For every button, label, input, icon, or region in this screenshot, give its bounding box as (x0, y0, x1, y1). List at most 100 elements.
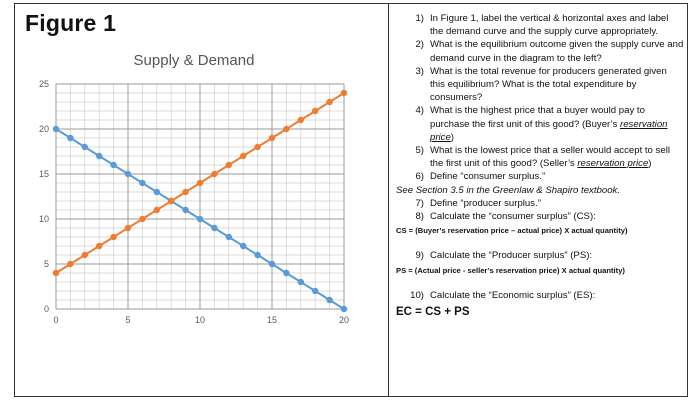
question-number: 5) (415, 145, 424, 157)
y-tick-label: 25 (39, 79, 49, 89)
x-tick-label: 20 (339, 315, 349, 325)
supply-demand-chart: 0 5 10 15 20 0 5 10 15 20 25 (39, 79, 349, 325)
question-list: 1) In Figure 1, label the vertical & hori… (396, 12, 684, 319)
series-point-0 (196, 215, 204, 223)
question-item: 4) What is the highest price that a buyer… (396, 104, 684, 144)
x-tick-label: 5 (125, 315, 130, 325)
series-point-1 (240, 152, 247, 160)
series-point-1 (52, 269, 60, 277)
series-point-1 (283, 125, 290, 133)
series-point-0 (139, 179, 146, 187)
series-point-1 (124, 224, 132, 232)
series-point-0 (52, 125, 60, 133)
question-text: What is the equilibrium outcome given th… (430, 38, 684, 64)
question-item: 2) What is the equilibrium outcome given … (396, 38, 684, 64)
question-number: 9) (415, 250, 424, 262)
series-point-0 (225, 233, 232, 241)
series-point-1 (139, 215, 146, 223)
question-text-body: What is the highest price that a buyer w… (430, 105, 645, 130)
question-text-body: What is the equilibrium outcome given th… (430, 39, 684, 64)
question-number: 2) (415, 39, 424, 51)
y-tick-label: 5 (44, 259, 49, 269)
question-text-body: Define “consumer surplus.” (430, 171, 546, 183)
series-point-1 (254, 143, 261, 151)
question-text-body: What is the lowest price that a seller w… (430, 145, 670, 170)
series-point-1 (196, 179, 204, 187)
reservation-price-term: reservation price (430, 118, 668, 143)
series-point-1 (168, 197, 175, 205)
series-point-0 (96, 152, 103, 160)
cs-formula: CS = (Buyer’s reservation price – actual… (396, 226, 628, 236)
question-number: 10) (410, 289, 424, 301)
question-item: 8) Calculate the “consumer surplus” (CS): (396, 210, 684, 223)
y-tick-label: 10 (39, 214, 49, 224)
question-text: Calculate the “Economic surplus” (ES): (430, 289, 596, 301)
series-point-0 (124, 170, 132, 178)
question-text-tail: ) (450, 131, 454, 143)
series-point-1 (297, 116, 304, 124)
question-number: 4) (415, 105, 424, 117)
question-item: 5) What is the lowest price that a seller… (396, 144, 684, 170)
question-number: 7) (415, 197, 424, 209)
series-point-1 (268, 134, 276, 142)
question-item: 3) What is the total revenue for producer… (396, 65, 684, 105)
question-text: What is the total revenue for producers … (430, 65, 684, 105)
question-text: In Figure 1, label the vertical & horizo… (430, 12, 684, 38)
series-point-1 (340, 89, 348, 97)
x-tick-label: 0 (53, 315, 58, 325)
series-point-0 (81, 143, 88, 151)
ec-formula: EC = CS + PS (396, 306, 470, 319)
series-point-0 (153, 188, 160, 196)
series-point-1 (67, 260, 74, 268)
y-tick-label: 0 (44, 304, 49, 314)
series-point-0 (182, 206, 189, 214)
question-item: 1) In Figure 1, label the vertical & hori… (396, 12, 684, 38)
series-point-1 (312, 107, 319, 115)
x-tick-label: 15 (267, 315, 277, 325)
figure-title: Figure 1 (25, 10, 117, 36)
question-item: 7) Define “producer surplus.” (396, 197, 684, 210)
question-text-body: What is the total revenue for producers … (430, 65, 667, 104)
series-point-1 (81, 251, 88, 259)
figure-frame (14, 3, 688, 397)
question-text: Define “producer surplus.” (430, 197, 684, 210)
chart-title: Supply & Demand (133, 52, 255, 69)
y-tick-label: 15 (39, 169, 49, 179)
series-point-1 (110, 233, 117, 241)
question-text: What is the lowest price that a seller w… (430, 144, 684, 170)
question-text-body: Calculate the “consumer surplus” (CS): (430, 211, 596, 223)
question-10: 10) Calculate the “Economic surplus” (ES… (396, 289, 684, 302)
question-number: 3) (415, 65, 424, 77)
x-tick-label: 10 (195, 315, 205, 325)
reservation-price-term: reservation price (577, 158, 649, 170)
question-text-body: Define “producer surplus.” (430, 197, 541, 209)
series-point-0 (110, 161, 117, 169)
question-item: 6) Define “consumer surplus.” (396, 170, 684, 183)
question-text: What is the highest price that a buyer w… (430, 104, 684, 144)
series-point-1 (225, 161, 232, 169)
series-point-1 (326, 98, 333, 106)
series-point-0 (312, 287, 319, 295)
question-text-body: In Figure 1, label the vertical & horizo… (430, 13, 669, 38)
ps-formula: PS = (Actual price - seller’s reservatio… (396, 265, 625, 275)
question-number: 8) (415, 211, 424, 223)
question-text: Calculate the “consumer surplus” (CS): (430, 210, 684, 223)
series-point-1 (211, 170, 218, 178)
series-point-0 (254, 251, 261, 259)
series-point-0 (340, 305, 348, 313)
series-point-0 (297, 278, 304, 286)
series-point-0 (326, 296, 333, 304)
question-text: Calculate the “Producer surplus” (PS): (430, 250, 593, 262)
column-divider (388, 3, 389, 397)
series-point-0 (268, 260, 276, 268)
series-point-0 (211, 224, 218, 232)
question-text-tail: ) (648, 158, 652, 170)
series-point-1 (96, 242, 103, 250)
textbook-note: See Section 3.5 in the Greenlaw & Shapir… (396, 184, 620, 196)
series-point-0 (67, 134, 74, 142)
question-text: Define “consumer surplus.” (430, 170, 684, 183)
question-number: 6) (415, 171, 424, 183)
series-point-0 (283, 269, 290, 277)
question-number: 1) (415, 13, 424, 24)
y-tick-label: 20 (39, 124, 49, 134)
